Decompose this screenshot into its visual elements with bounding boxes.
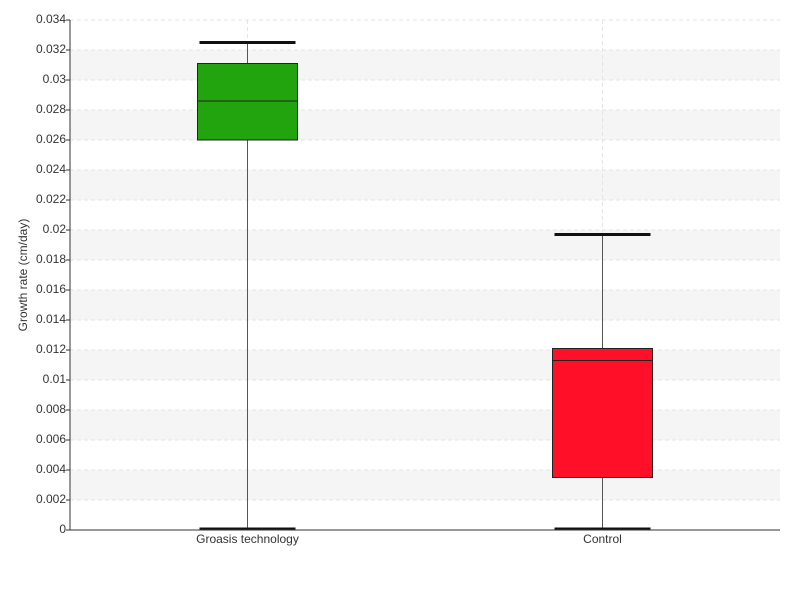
y-tick-label: 0.018 (36, 252, 66, 266)
y-tick-label: 0.032 (36, 42, 66, 56)
y-tick-label: 0.024 (36, 162, 66, 176)
grid-band (70, 410, 780, 440)
y-tick-label: 0.004 (36, 462, 66, 476)
grid-band (70, 170, 780, 200)
y-tick-label: 0.002 (36, 492, 66, 506)
grid-band (70, 350, 780, 380)
y-tick-label: 0.016 (36, 282, 66, 296)
y-tick-label: 0 (59, 522, 66, 536)
y-tick-label: 0.034 (36, 12, 66, 26)
y-tick-label: 0.03 (43, 72, 67, 86)
y-tick-label: 0.014 (36, 312, 66, 326)
y-tick-label: 0.006 (36, 432, 66, 446)
y-tick-label: 0.012 (36, 342, 66, 356)
y-tick-label: 0.026 (36, 132, 66, 146)
y-tick-label: 0.028 (36, 102, 66, 116)
grid-band (70, 50, 780, 80)
x-tick-label: Control (583, 532, 622, 546)
grid-band (70, 290, 780, 320)
grid-band (70, 230, 780, 260)
box (197, 63, 298, 141)
y-tick-label: 0.008 (36, 402, 66, 416)
y-tick-label: 0.02 (43, 222, 67, 236)
grid-band (70, 470, 780, 500)
box (552, 348, 653, 478)
y-tick-label: 0.022 (36, 192, 66, 206)
y-tick-label: 0.01 (43, 372, 67, 386)
grid-band (70, 110, 780, 140)
y-axis-label: Growth rate (cm/day) (16, 219, 30, 332)
x-tick-label: Groasis technology (196, 532, 299, 546)
